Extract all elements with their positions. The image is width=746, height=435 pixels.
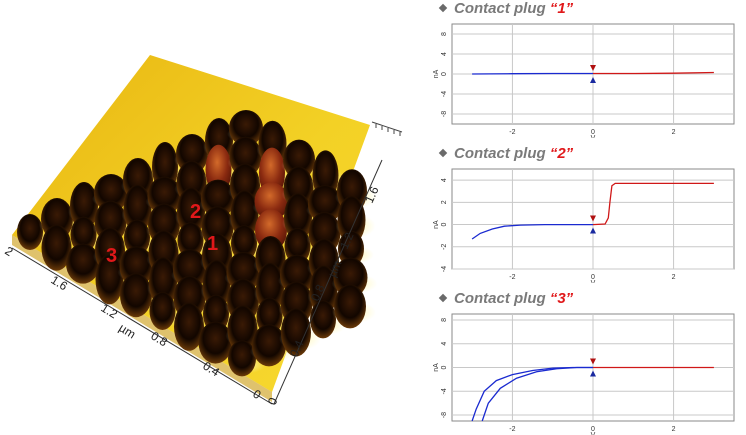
iv-curve bbox=[481, 366, 593, 422]
y-tick-label: 0 bbox=[441, 365, 448, 369]
afm-plug bbox=[231, 225, 257, 262]
sweep-up-marker bbox=[590, 227, 596, 234]
afm-plug bbox=[70, 216, 97, 253]
afm-plug bbox=[17, 214, 43, 250]
afm-plug bbox=[337, 196, 366, 244]
afm-y-tick: 0.4 bbox=[287, 338, 307, 359]
afm-plug bbox=[66, 243, 100, 284]
y-tick-label: -4 bbox=[441, 388, 448, 394]
afm-plug bbox=[120, 273, 152, 318]
x-tick-label: 0 bbox=[591, 274, 595, 281]
x-axis-label: V bbox=[591, 280, 596, 283]
afm-label-1: 1 bbox=[207, 233, 218, 255]
afm-plug-grid bbox=[15, 110, 378, 377]
iv-panel-3: Contact plug “3” -2 0 2 8 4 0 -4 -8 nA V bbox=[410, 290, 746, 435]
afm-plug bbox=[227, 305, 258, 354]
y-tick-label: 0 bbox=[441, 72, 448, 76]
iv-curve bbox=[592, 182, 714, 226]
afm-plug bbox=[308, 185, 342, 224]
afm-plug-exposed bbox=[254, 182, 289, 221]
afm-plug bbox=[284, 193, 312, 242]
iv-panel-1: Contact plug “1” -2 0 2 8 4 0 -4 -8 nA V bbox=[410, 0, 746, 140]
y-tick-label: 2 bbox=[441, 200, 448, 204]
afm-z-scale bbox=[375, 124, 401, 136]
afm-y-tick: 1.2 bbox=[337, 230, 357, 251]
afm-x-tick: 2 bbox=[2, 244, 15, 260]
afm-plug bbox=[281, 308, 311, 357]
bullet-icon bbox=[438, 148, 448, 158]
y-axis-label: nA bbox=[433, 220, 440, 229]
y-tick-label: 0 bbox=[441, 223, 448, 227]
iv-plot: -2 0 2 8 4 0 -4 -8 nA V bbox=[433, 23, 735, 138]
afm-label-2: 2 bbox=[190, 201, 201, 223]
panel-title: Contact plug “3” bbox=[438, 290, 573, 307]
y-tick-label: -8 bbox=[441, 111, 448, 117]
afm-plug bbox=[198, 321, 233, 364]
sweep-down-marker bbox=[590, 358, 596, 365]
afm-y-unit: µm bbox=[325, 258, 345, 279]
y-axis-label: nA bbox=[433, 363, 440, 372]
afm-plug bbox=[334, 284, 366, 329]
y-tick-label: 4 bbox=[441, 52, 448, 56]
afm-plug bbox=[177, 187, 205, 236]
afm-plug bbox=[41, 224, 72, 271]
iv-plot: -2 0 2 8 4 0 -4 -8 nA V bbox=[433, 313, 735, 435]
bullet-icon bbox=[438, 293, 448, 303]
sweep-up-marker bbox=[590, 370, 596, 377]
sweep-down-marker bbox=[590, 65, 596, 71]
x-tick-label: 2 bbox=[672, 274, 676, 281]
panel-title: Contact plug “2” bbox=[438, 145, 573, 162]
iv-panel-2: Contact plug “2” -2 0 2 4 2 0 -2 -4 nA V bbox=[410, 145, 746, 285]
y-tick-label: -2 bbox=[441, 244, 448, 250]
afm-plug bbox=[94, 174, 128, 212]
iv-plot: -2 0 2 4 2 0 -2 -4 nA V bbox=[433, 168, 735, 283]
iv-curve bbox=[471, 223, 593, 240]
afm-plug bbox=[338, 230, 364, 267]
y-tick-label: -4 bbox=[441, 91, 448, 97]
panel-title: Contact plug “1” bbox=[438, 0, 573, 17]
x-tick-label: -2 bbox=[509, 129, 515, 136]
x-tick-label: 2 bbox=[672, 426, 676, 433]
afm-plug bbox=[95, 254, 124, 305]
afm-plug bbox=[147, 176, 182, 215]
x-tick-label: 0 bbox=[591, 426, 595, 433]
y-tick-label: -8 bbox=[441, 412, 448, 418]
x-tick-label: 2 bbox=[672, 129, 676, 136]
afm-plug bbox=[228, 340, 256, 377]
bullet-icon bbox=[438, 3, 448, 13]
afm-plug bbox=[229, 110, 263, 146]
y-tick-label: 8 bbox=[441, 32, 448, 36]
afm-plug bbox=[252, 324, 286, 367]
afm-3d-topography: 1 2 3 2 1.6 1.2 µm 0.8 0.4 0 0 0.4 0.8 µ… bbox=[2, 55, 403, 407]
afm-plug bbox=[149, 292, 176, 330]
afm-x-unit: µm bbox=[116, 321, 138, 342]
afm-y-tick: 0.8 bbox=[308, 282, 328, 303]
afm-label-3: 3 bbox=[106, 245, 117, 267]
afm-y-tick: 0 bbox=[265, 395, 281, 407]
afm-plug bbox=[177, 222, 204, 259]
y-tick-label: 4 bbox=[441, 342, 448, 346]
sweep-down-marker bbox=[590, 215, 596, 222]
iv-curve bbox=[472, 72, 593, 75]
afm-y-tick: 1.6 bbox=[362, 184, 382, 205]
sweep-up-marker bbox=[590, 77, 596, 83]
y-tick-label: -4 bbox=[441, 266, 448, 272]
afm-plug bbox=[70, 182, 98, 230]
afm-plug bbox=[230, 190, 259, 239]
afm-plug bbox=[174, 302, 204, 351]
x-axis-label: V bbox=[591, 432, 596, 435]
x-tick-label: -2 bbox=[509, 426, 515, 433]
afm-plug bbox=[201, 179, 235, 218]
y-tick-label: 4 bbox=[441, 178, 448, 182]
y-tick-label: 8 bbox=[441, 318, 448, 322]
x-axis-label: V bbox=[591, 135, 596, 138]
x-tick-label: 0 bbox=[591, 129, 595, 136]
afm-plug bbox=[123, 184, 152, 233]
afm-plug bbox=[310, 300, 336, 339]
x-tick-label: -2 bbox=[509, 274, 515, 281]
iv-curve bbox=[593, 71, 714, 75]
afm-plug bbox=[284, 228, 311, 264]
y-axis-label: nA bbox=[433, 69, 440, 78]
afm-plug bbox=[124, 219, 150, 256]
